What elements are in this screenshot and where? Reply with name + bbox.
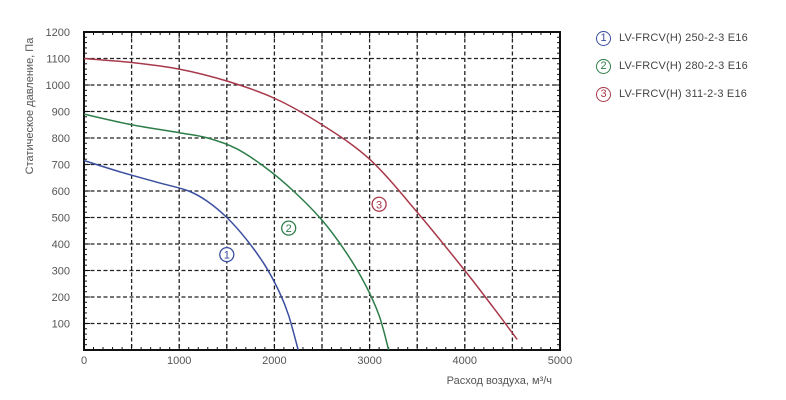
legend-item-1: 1 LV-FRCV(H) 250-2-3 E16: [596, 24, 748, 52]
y-tick-label: 800: [52, 133, 70, 145]
legend-label: LV-FRCV(H) 250-2-3 E16: [619, 32, 748, 44]
y-tick-label: 100: [52, 319, 70, 331]
plot-frame: [83, 31, 561, 351]
legend-marker: 3: [596, 86, 611, 102]
y-tick-label: 700: [52, 160, 70, 172]
curve-marker-label-2: 2: [286, 223, 292, 235]
curve-marker-1: [219, 246, 235, 263]
y-tick-label: 400: [52, 239, 70, 251]
curve-marker-3: [371, 196, 387, 212]
legend-item-3: 3 LV-FRCV(H) 311-2-3 E16: [596, 80, 748, 108]
y-tick-label: 1200: [46, 27, 70, 39]
y-tick-label: 600: [52, 186, 70, 198]
x-tick-label: 2000: [262, 355, 286, 367]
legend-label: LV-FRCV(H) 311-2-3 E16: [619, 88, 748, 100]
axes: 1002003004005006007008009001000110012000…: [46, 27, 573, 367]
x-axis-label: Расход воздуха, м³/ч: [447, 375, 552, 387]
legend-label: LV-FRCV(H) 280-2-3 E16: [619, 60, 748, 72]
series-line-2: [83, 113, 390, 351]
curve-labels: 1 2 3: [219, 196, 387, 263]
y-tick-label: 1100: [46, 54, 70, 66]
y-tick-label: 900: [52, 107, 70, 119]
x-tick-label: 1000: [167, 355, 191, 367]
y-axis-label: Статическое давление, Па: [24, 37, 36, 175]
y-tick-label: 500: [52, 213, 70, 225]
legend: 1 LV-FRCV(H) 250-2-3 E16 2 LV-FRCV(H) 280-2…: [596, 24, 748, 108]
legend-marker: 1: [596, 30, 611, 46]
x-tick-label: 4000: [453, 355, 477, 367]
x-tick-label: 5000: [548, 355, 572, 367]
y-tick-label: 200: [52, 292, 70, 304]
y-tick-label: 1000: [46, 80, 70, 92]
x-tick-label: 0: [81, 355, 87, 367]
x-tick-label: 3000: [357, 355, 381, 367]
curve-marker-label-3: 3: [376, 199, 382, 211]
legend-item-2: 2 LV-FRCV(H) 280-2-3 E16: [596, 52, 748, 80]
curve-marker-label-1: 1: [224, 250, 230, 262]
legend-marker: 2: [596, 58, 611, 74]
y-tick-label: 300: [52, 266, 70, 278]
series-line-3: [83, 57, 518, 340]
curve-marker-2: [281, 220, 297, 236]
series-lines: [83, 57, 518, 351]
series-line-1: [83, 159, 299, 351]
